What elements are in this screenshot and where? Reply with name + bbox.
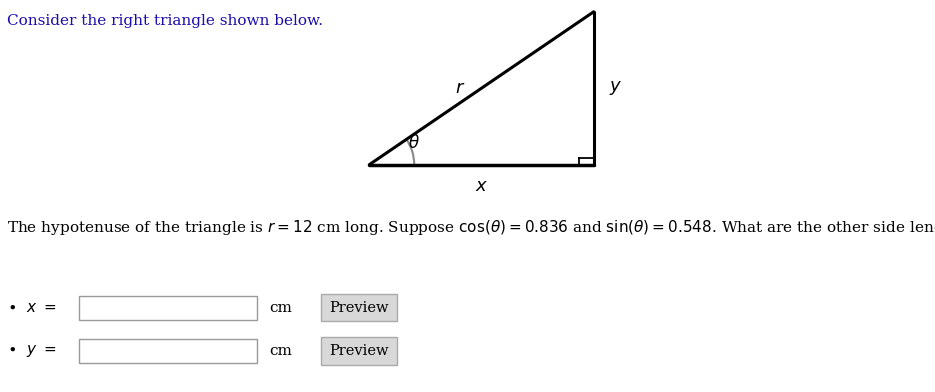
Text: $r$: $r$	[454, 79, 466, 97]
Text: $y$: $y$	[609, 79, 622, 97]
Text: The hypotenuse of the triangle is $r = 12$ cm long. Suppose $\cos(\theta) = 0.83: The hypotenuse of the triangle is $r = 1…	[7, 218, 935, 236]
Text: Consider the right triangle shown below.: Consider the right triangle shown below.	[7, 14, 323, 28]
Text: Preview: Preview	[329, 344, 389, 358]
Text: $\theta$: $\theta$	[409, 134, 420, 152]
FancyBboxPatch shape	[321, 294, 397, 321]
Text: Preview: Preview	[329, 301, 389, 315]
Text: cm: cm	[269, 344, 292, 358]
Text: $\bullet\ \ x\ =$: $\bullet\ \ x\ =$	[7, 301, 56, 315]
FancyBboxPatch shape	[79, 296, 257, 320]
FancyBboxPatch shape	[321, 337, 397, 365]
Text: $x$: $x$	[475, 177, 488, 195]
Text: cm: cm	[269, 301, 292, 315]
Text: $\bullet\ \ y\ =$: $\bullet\ \ y\ =$	[7, 343, 56, 359]
FancyBboxPatch shape	[79, 339, 257, 363]
